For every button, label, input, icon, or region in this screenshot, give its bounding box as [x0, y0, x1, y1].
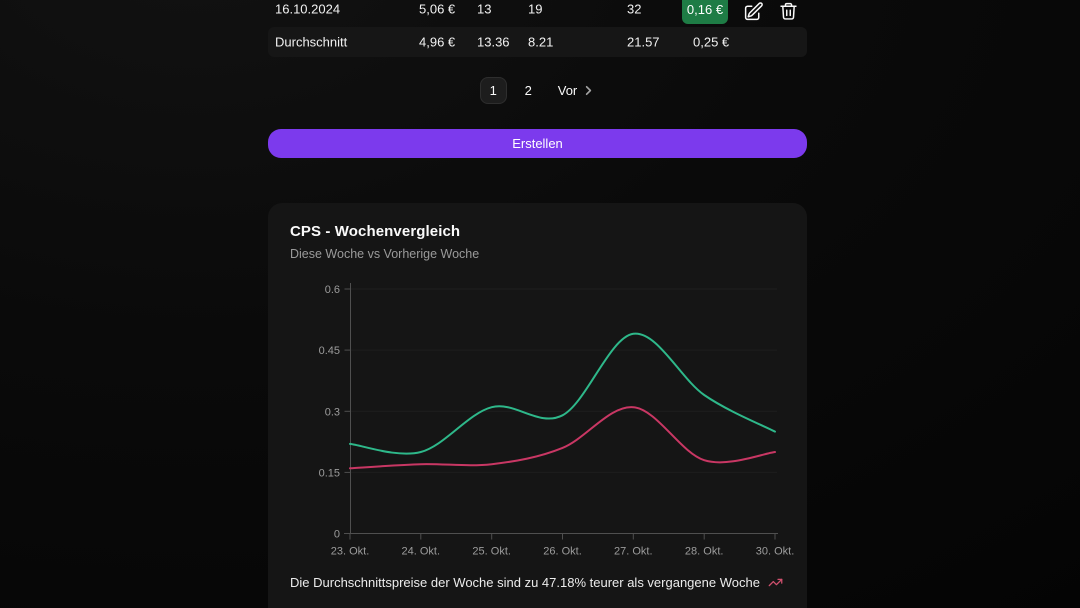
line-chart: 0 0.15 0.3 0.45 0.6 23. Okt. 24. Okt. 25. Okt. 2… — [319, 283, 795, 558]
cell-value-1: 13.36 — [477, 34, 510, 50]
x-tick-label: 30. Okt. — [756, 546, 795, 558]
cps-badge: 0,16 € — [682, 0, 728, 24]
chart-subtitle: Diese Woche vs Vorherige Woche — [290, 247, 480, 261]
cell-value-2: 19 — [528, 1, 543, 17]
series-line-2 — [349, 406, 776, 470]
next-page-button[interactable]: Vor — [558, 83, 596, 98]
y-tick-label: 0.6 — [325, 284, 340, 296]
x-tick-label: 28. Okt. — [685, 546, 724, 558]
create-button[interactable]: Erstellen — [268, 129, 807, 158]
chart-title: CPS - Wochenvergleich — [290, 223, 461, 240]
page-2-button[interactable]: 2 — [515, 77, 542, 104]
chart-card: CPS - Wochenvergleich Diese Woche vs Vor… — [268, 203, 807, 608]
next-page-label: Vor — [557, 82, 578, 98]
cell-average-label: Durchschnitt — [275, 34, 348, 50]
y-tick-label: 0.45 — [319, 345, 340, 357]
cell-cps-average: 0,25 € — [693, 34, 730, 50]
cell-value-2: 8.21 — [528, 34, 554, 50]
pagination: 1 2 Vor — [268, 76, 807, 104]
delete-button[interactable] — [776, 0, 800, 23]
edit-button[interactable] — [741, 0, 765, 23]
chart-footer: Die Durchschnittspreise der Woche sind z… — [290, 575, 783, 590]
cell-date: 16.10.2024 — [275, 1, 341, 17]
table-row-average: Durchschnitt 4,96 € 13.36 8.21 21.57 0,2… — [268, 27, 807, 57]
cell-value-3: 32 — [627, 1, 642, 17]
page-1-button[interactable]: 1 — [479, 76, 507, 104]
cell-value-3: 21.57 — [627, 34, 660, 50]
y-tick-label: 0 — [334, 529, 340, 541]
x-tick-label: 27. Okt. — [614, 546, 653, 558]
trending-up-icon — [768, 578, 783, 587]
y-tick-label: 0.15 — [319, 467, 340, 479]
table-row[interactable]: 16.10.2024 5,06 € 13 19 32 0,16 € — [268, 0, 807, 32]
x-tick-label: 23. Okt. — [331, 546, 370, 558]
trash-icon — [779, 2, 797, 20]
x-tick-label: 26. Okt. — [543, 546, 582, 558]
content-column: 16.10.2024 5,06 € 13 19 32 0,16 € — [268, 0, 807, 608]
chart-footer-text: Die Durchschnittspreise der Woche sind z… — [290, 575, 760, 590]
cell-value-1: 13 — [477, 1, 492, 17]
file-pen-icon — [744, 1, 763, 20]
series-line-1 — [349, 332, 776, 455]
y-tick-label: 0.3 — [325, 406, 340, 418]
chevron-right-icon — [586, 85, 592, 95]
x-tick-label: 25. Okt. — [472, 546, 511, 558]
cell-price: 4,96 € — [419, 34, 456, 50]
x-tick-label: 24. Okt. — [402, 546, 441, 558]
cell-price: 5,06 € — [419, 1, 456, 17]
